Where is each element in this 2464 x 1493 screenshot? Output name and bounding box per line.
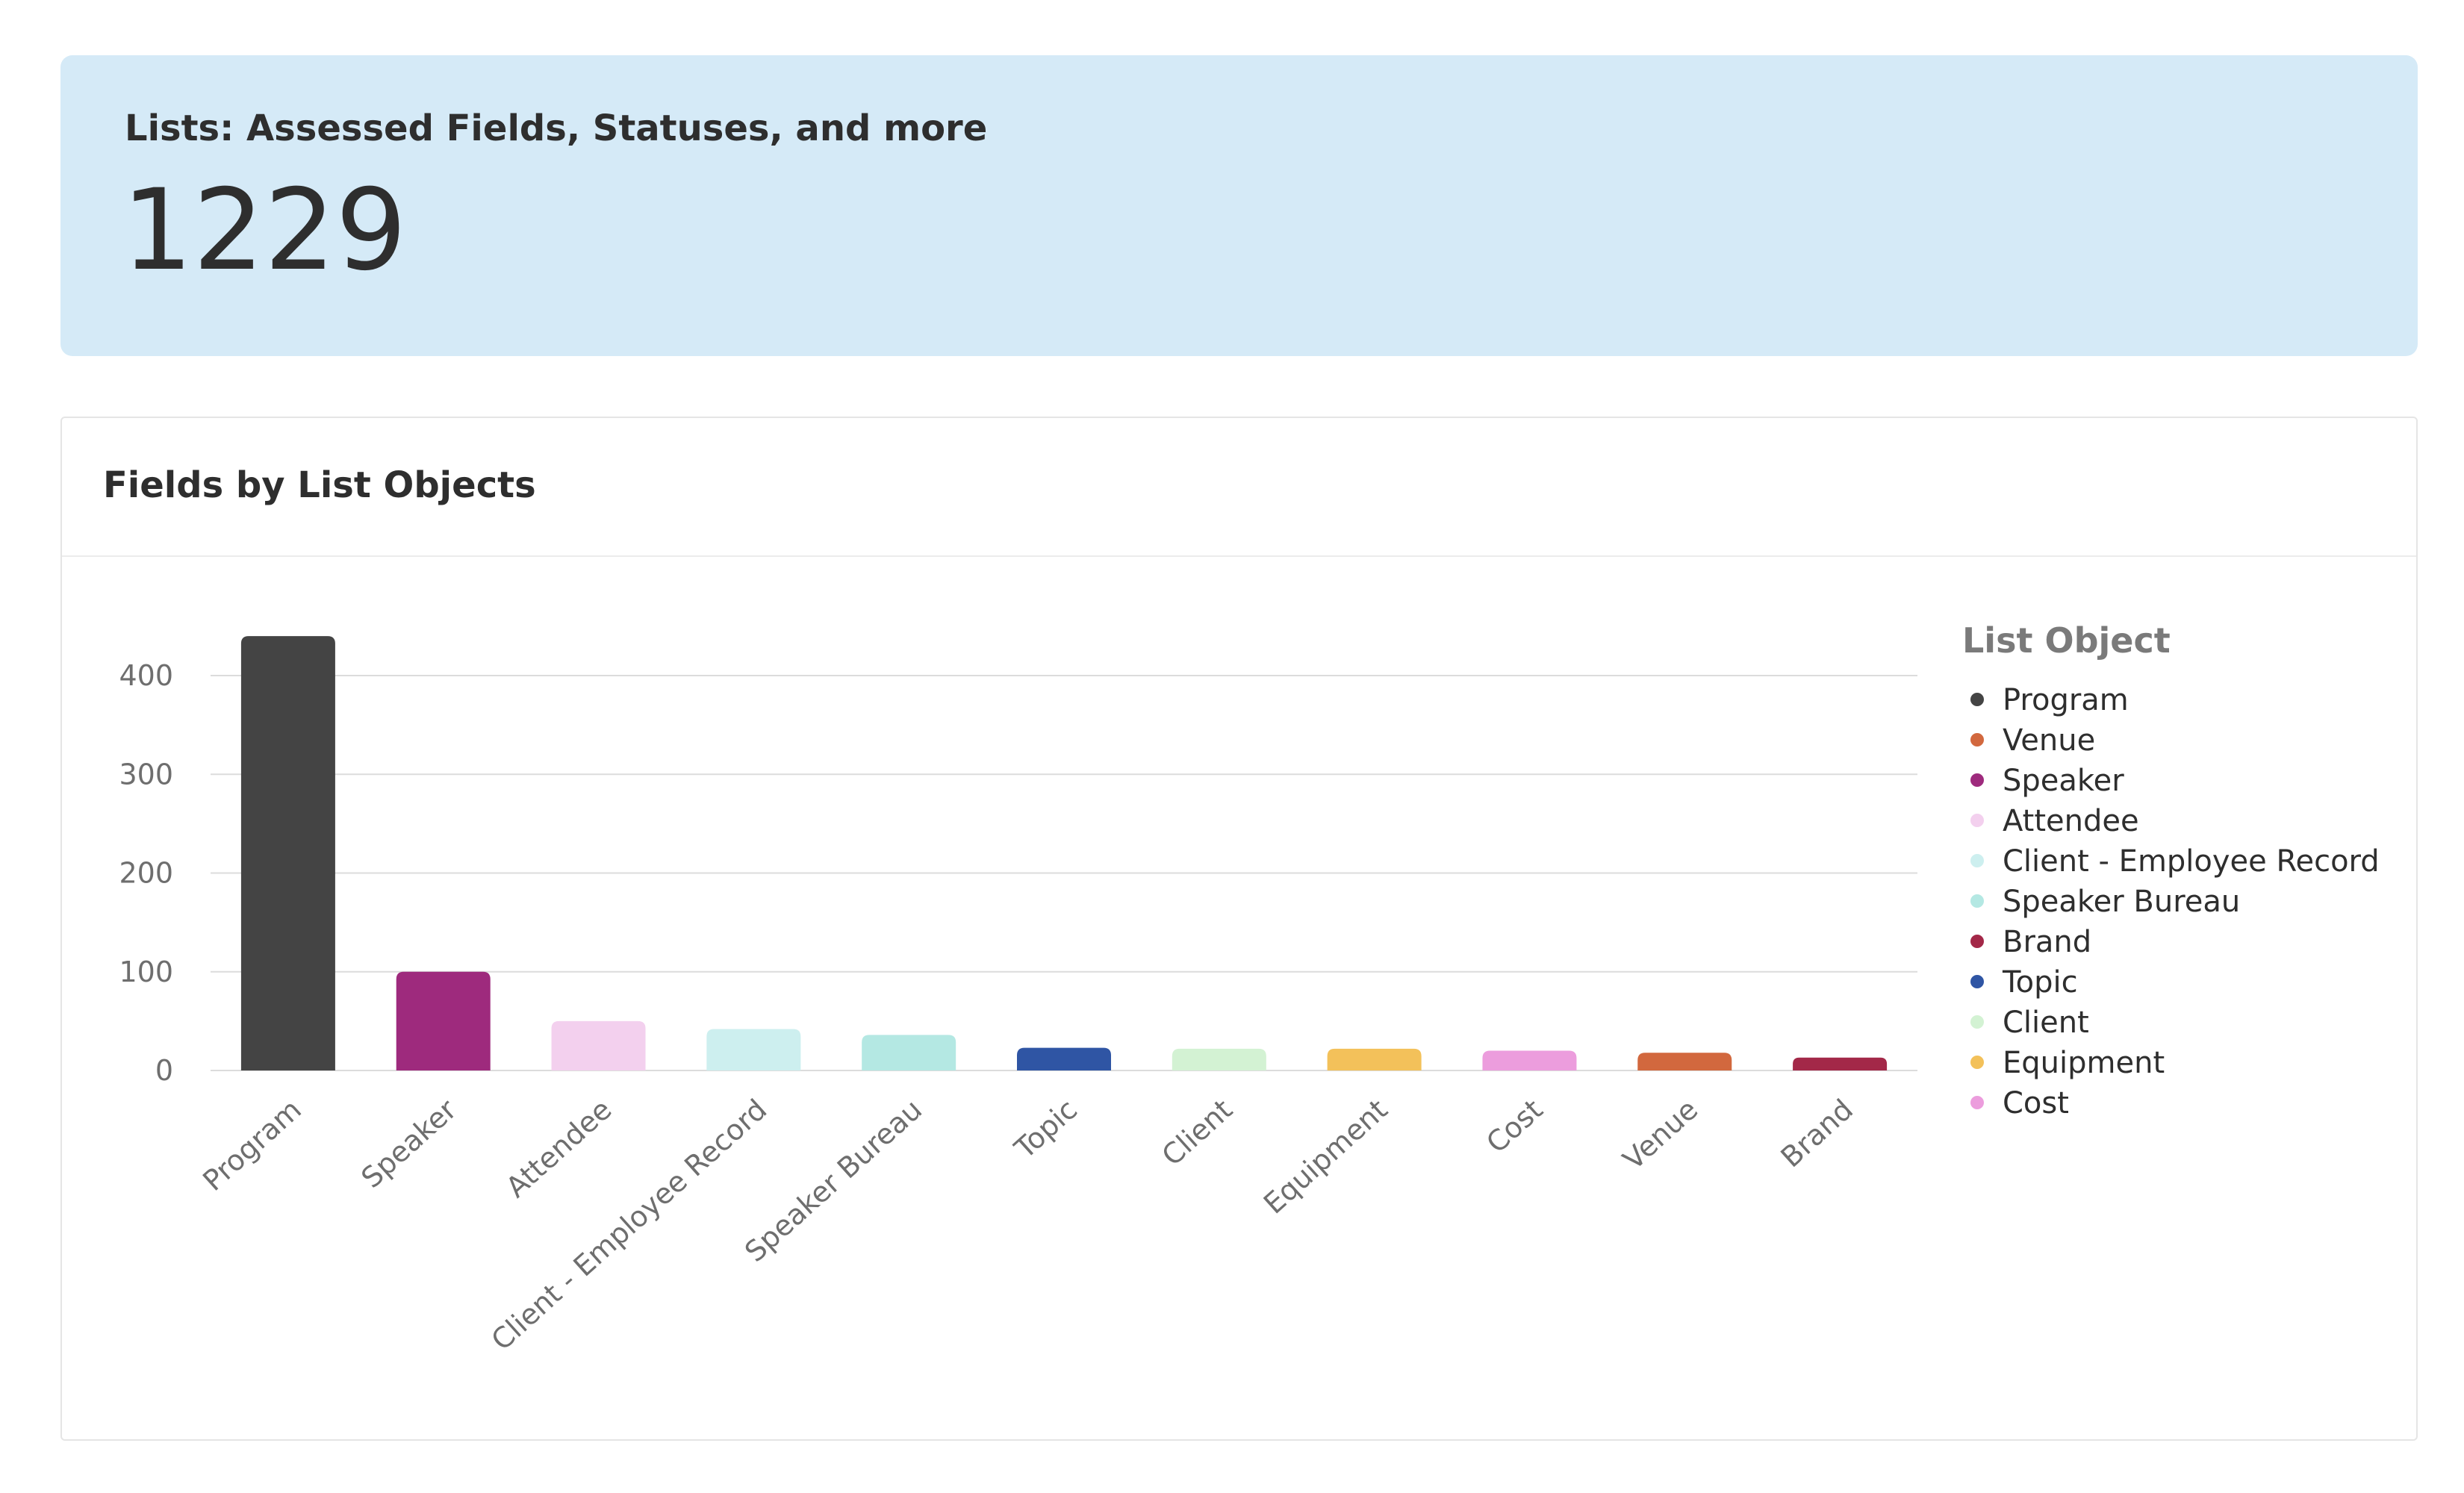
bar-cost — [1482, 1050, 1577, 1070]
legend-swatch — [1970, 1015, 1984, 1029]
legend-swatch — [1970, 814, 1984, 827]
x-tick-label: Client — [1156, 1093, 1239, 1172]
chart-title: Fields by List Objects — [103, 464, 536, 506]
x-tick-label: Speaker — [355, 1093, 463, 1194]
metric-value: 1229 — [122, 166, 407, 296]
y-tick-label: 200 — [119, 857, 173, 890]
x-tick-label: Cost — [1480, 1093, 1549, 1159]
bar-equipment — [1327, 1048, 1422, 1070]
legend-title: List Object — [1962, 620, 2171, 661]
x-tick-label: Client - Employee Record — [485, 1093, 774, 1357]
legend-item-label: Venue — [2003, 723, 2095, 758]
legend-swatch — [1970, 773, 1984, 787]
bar-program — [240, 636, 335, 1070]
x-tick-label: Equipment — [1257, 1093, 1394, 1221]
y-tick-label: 300 — [119, 758, 173, 791]
legend-item-label: Speaker — [2003, 764, 2124, 798]
bar-topic — [1017, 1047, 1111, 1070]
legend-item-label: Program — [2003, 683, 2129, 717]
bar-attendee — [551, 1020, 646, 1070]
x-tick-label: Program — [196, 1093, 308, 1197]
bar-venue — [1637, 1053, 1732, 1070]
legend-swatch — [1970, 1056, 1984, 1069]
bar-speaker — [396, 971, 491, 1070]
chart-card-header: Fields by List Objects — [62, 418, 2416, 557]
y-tick-label: 100 — [119, 956, 173, 988]
legend-item-label: Cost — [2003, 1086, 2069, 1120]
legend-item-label: Client - Employee Record — [2003, 844, 2380, 879]
legend-swatch — [1970, 894, 1984, 908]
legend-item-label: Brand — [2003, 925, 2091, 959]
bar-client-employee-record — [706, 1029, 801, 1070]
legend-item-label: Attendee — [2003, 804, 2139, 838]
x-tick-label: Attendee — [500, 1093, 617, 1204]
legend-swatch — [1970, 854, 1984, 867]
legend-swatch — [1970, 935, 1984, 948]
legend-item-label: Speaker Bureau — [2003, 885, 2240, 919]
x-tick-label: Topic — [1008, 1093, 1083, 1165]
x-tick-label: Brand — [1775, 1093, 1860, 1173]
bar-speaker-bureau — [862, 1035, 956, 1070]
legend-swatch — [1970, 1096, 1984, 1109]
x-tick-label: Venue — [1617, 1093, 1704, 1176]
legend-item-label: Topic — [2002, 965, 2078, 1000]
chart-card: Fields by List Objects — [60, 417, 2418, 1441]
legend-item-label: Equipment — [2003, 1046, 2165, 1080]
legend-swatch — [1970, 693, 1984, 706]
legend-swatch — [1970, 733, 1984, 746]
legend-swatch — [1970, 975, 1984, 988]
metric-label: Lists: Assessed Fields, Statuses, and mo… — [125, 107, 988, 149]
y-tick-label: 0 — [155, 1054, 173, 1087]
bar-client — [1172, 1048, 1266, 1070]
metric-card: Lists: Assessed Fields, Statuses, and mo… — [60, 55, 2418, 356]
bar-brand — [1793, 1057, 1888, 1070]
y-tick-label: 400 — [119, 659, 173, 692]
legend-item-label: Client — [2003, 1006, 2089, 1040]
